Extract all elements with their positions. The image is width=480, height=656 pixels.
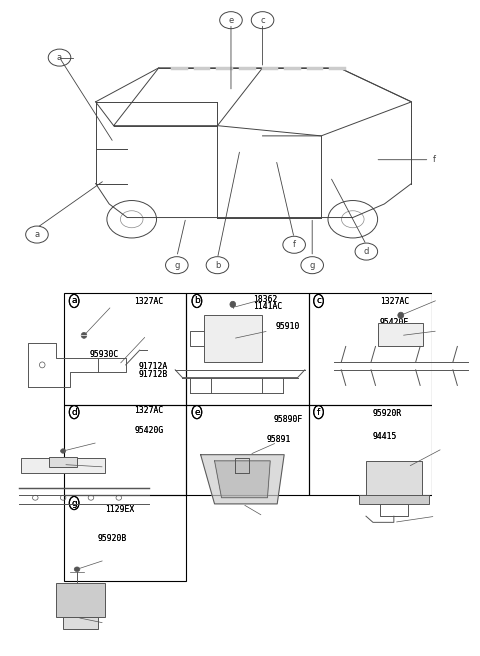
Text: 95890F: 95890F xyxy=(274,415,303,424)
Bar xyxy=(49,457,77,467)
Text: e: e xyxy=(228,16,234,25)
Bar xyxy=(186,405,309,495)
Text: g: g xyxy=(71,499,77,508)
Text: f: f xyxy=(432,155,435,164)
Text: d: d xyxy=(364,247,369,256)
Text: g: g xyxy=(174,260,180,270)
Bar xyxy=(56,583,105,617)
Text: d: d xyxy=(71,407,77,417)
Text: 95910: 95910 xyxy=(276,321,300,331)
Text: a: a xyxy=(35,230,39,239)
Bar xyxy=(359,495,429,504)
Text: 94415: 94415 xyxy=(372,432,397,441)
Text: 91712B: 91712B xyxy=(138,370,168,379)
Bar xyxy=(63,617,98,629)
Text: a: a xyxy=(72,297,77,306)
Text: a: a xyxy=(72,297,77,306)
Bar xyxy=(186,293,309,405)
Text: 95920R: 95920R xyxy=(372,409,402,418)
Text: 91712A: 91712A xyxy=(138,362,168,371)
Text: 95930C: 95930C xyxy=(90,350,119,359)
Text: 95891: 95891 xyxy=(266,436,291,444)
Text: 1141AC: 1141AC xyxy=(253,302,283,310)
Text: f: f xyxy=(293,240,296,249)
Text: 95910: 95910 xyxy=(276,321,300,331)
Text: 1129EX: 1129EX xyxy=(105,504,134,514)
Bar xyxy=(309,293,432,405)
Circle shape xyxy=(81,333,87,338)
Text: d: d xyxy=(71,407,77,417)
Text: c: c xyxy=(316,297,321,306)
Text: 1327AC: 1327AC xyxy=(380,297,409,306)
Text: 95891: 95891 xyxy=(266,436,291,444)
Text: c: c xyxy=(260,16,265,25)
Text: 1327AC: 1327AC xyxy=(134,406,164,415)
Text: 1327AC: 1327AC xyxy=(134,406,164,415)
Text: 95420G: 95420G xyxy=(134,426,164,436)
Text: a: a xyxy=(57,53,62,62)
Text: g: g xyxy=(310,260,315,270)
Text: 95920B: 95920B xyxy=(97,534,126,543)
Bar xyxy=(64,495,186,581)
Polygon shape xyxy=(201,455,284,504)
Text: 91712A: 91712A xyxy=(138,362,168,371)
Text: f: f xyxy=(317,407,320,417)
Text: 95420G: 95420G xyxy=(134,426,164,436)
Bar xyxy=(366,461,421,498)
Text: 95920B: 95920B xyxy=(97,534,126,543)
Text: b: b xyxy=(194,297,200,306)
Bar xyxy=(21,459,105,473)
Text: 18362: 18362 xyxy=(253,295,278,304)
Text: 18362: 18362 xyxy=(253,295,278,304)
Text: e: e xyxy=(194,407,200,417)
Text: e: e xyxy=(194,407,200,417)
Bar xyxy=(378,323,423,346)
Bar xyxy=(309,405,432,495)
Text: 95420F: 95420F xyxy=(380,318,409,327)
Text: 95930C: 95930C xyxy=(90,350,119,359)
Circle shape xyxy=(398,312,404,318)
Text: b: b xyxy=(194,297,200,306)
Text: 91712B: 91712B xyxy=(138,370,168,379)
Text: 1129EX: 1129EX xyxy=(105,504,134,514)
Text: 1327AC: 1327AC xyxy=(134,297,164,306)
Polygon shape xyxy=(215,461,270,498)
Bar xyxy=(64,405,186,495)
Text: 1141AC: 1141AC xyxy=(253,302,283,310)
Text: g: g xyxy=(71,499,77,508)
Text: 95890F: 95890F xyxy=(274,415,303,424)
Circle shape xyxy=(74,567,80,571)
Circle shape xyxy=(230,301,236,308)
Text: f: f xyxy=(317,407,320,417)
Circle shape xyxy=(60,449,66,453)
Text: 94415: 94415 xyxy=(372,432,397,441)
Bar xyxy=(204,316,262,362)
Text: 1327AC: 1327AC xyxy=(380,297,409,306)
Text: b: b xyxy=(215,260,220,270)
Text: 95920R: 95920R xyxy=(372,409,402,418)
Text: 1327AC: 1327AC xyxy=(134,297,164,306)
Bar xyxy=(64,293,186,405)
Text: c: c xyxy=(316,297,321,306)
Text: 95420F: 95420F xyxy=(380,318,409,327)
